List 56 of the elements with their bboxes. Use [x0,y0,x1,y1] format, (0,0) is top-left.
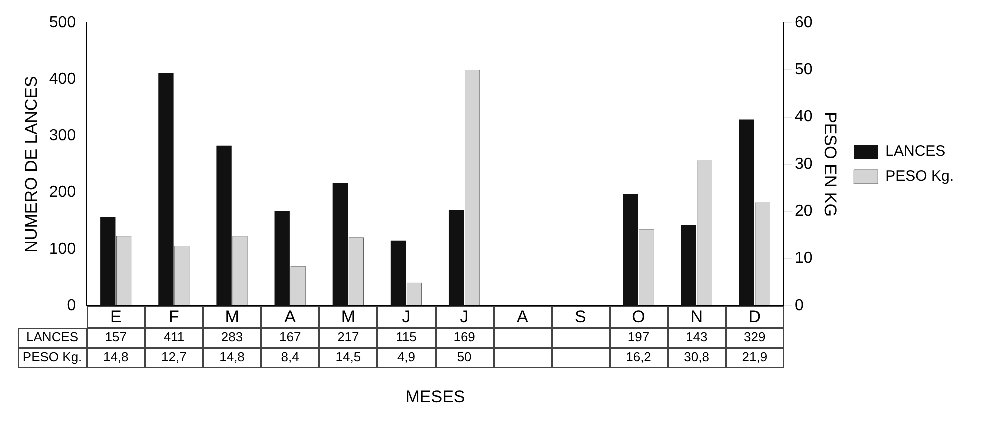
y-tick-label: 0 [67,297,76,314]
y-tick-label: 100 [49,240,76,258]
data-label: 14,8 [103,350,129,365]
y-tick-label: 200 [49,184,76,202]
x-tick-label: A [516,308,529,327]
y-axis-title: NUMERO DE LANCES [22,76,41,253]
data-label: 157 [105,330,127,345]
y-tick-label: 500 [49,14,76,32]
y2-tick-label: 20 [794,203,813,220]
bar [216,146,232,306]
x-tick-label: A [284,308,297,327]
x-tick-label: O [632,308,646,327]
x-tick-label: M [341,308,356,327]
x-tick-label: J [460,308,469,327]
bar [274,211,290,306]
data-label: 197 [628,330,650,345]
data-label: 4,9 [397,350,416,365]
x-axis-title: MESES [406,388,466,407]
data-label: 411 [164,330,185,345]
bar [158,73,174,306]
data-label: 14,5 [336,350,362,365]
text: LANCES [26,330,79,345]
y2-tick-label: 30 [794,156,813,173]
data-label: 16,2 [626,350,652,365]
x-tick-label: D [748,308,762,327]
x-tick-label: F [169,308,180,327]
y-tick-label: 300 [49,128,76,145]
y2-tick-label: 0 [794,297,804,314]
data-label: 21,9 [742,350,768,365]
x-tick-label: S [575,308,586,327]
data-label: 14,8 [220,350,245,365]
x-tick-label: E [110,308,122,327]
data-label: 30,8 [684,350,710,365]
x-tick-label: J [402,308,411,327]
data-label: 50 [457,350,472,365]
text: PESO Kg. [22,350,82,365]
data-label: 169 [454,330,476,345]
data-label: 115 [396,330,417,345]
data-label: 12,7 [162,350,187,365]
y2-axis-title: PESO EN KG [821,112,840,217]
bar [390,240,406,306]
data-label: 329 [744,330,766,345]
data-label: 167 [279,330,302,345]
legend-label: PESO Kg. [886,168,954,186]
data-label: 283 [221,330,244,345]
legend-label: LANCES [886,143,946,160]
data-label: 217 [338,330,360,345]
y2-tick-label: 60 [794,14,813,32]
y2-tick-label: 40 [794,108,813,126]
y2-tick-label: 10 [794,250,813,268]
y-tick-label: 400 [49,71,76,88]
x-tick-label: N [690,308,703,327]
y2-tick-label: 50 [794,62,813,79]
x-tick-label: M [225,308,240,327]
data-label: 8,4 [281,350,300,365]
data-label: 143 [686,330,708,345]
